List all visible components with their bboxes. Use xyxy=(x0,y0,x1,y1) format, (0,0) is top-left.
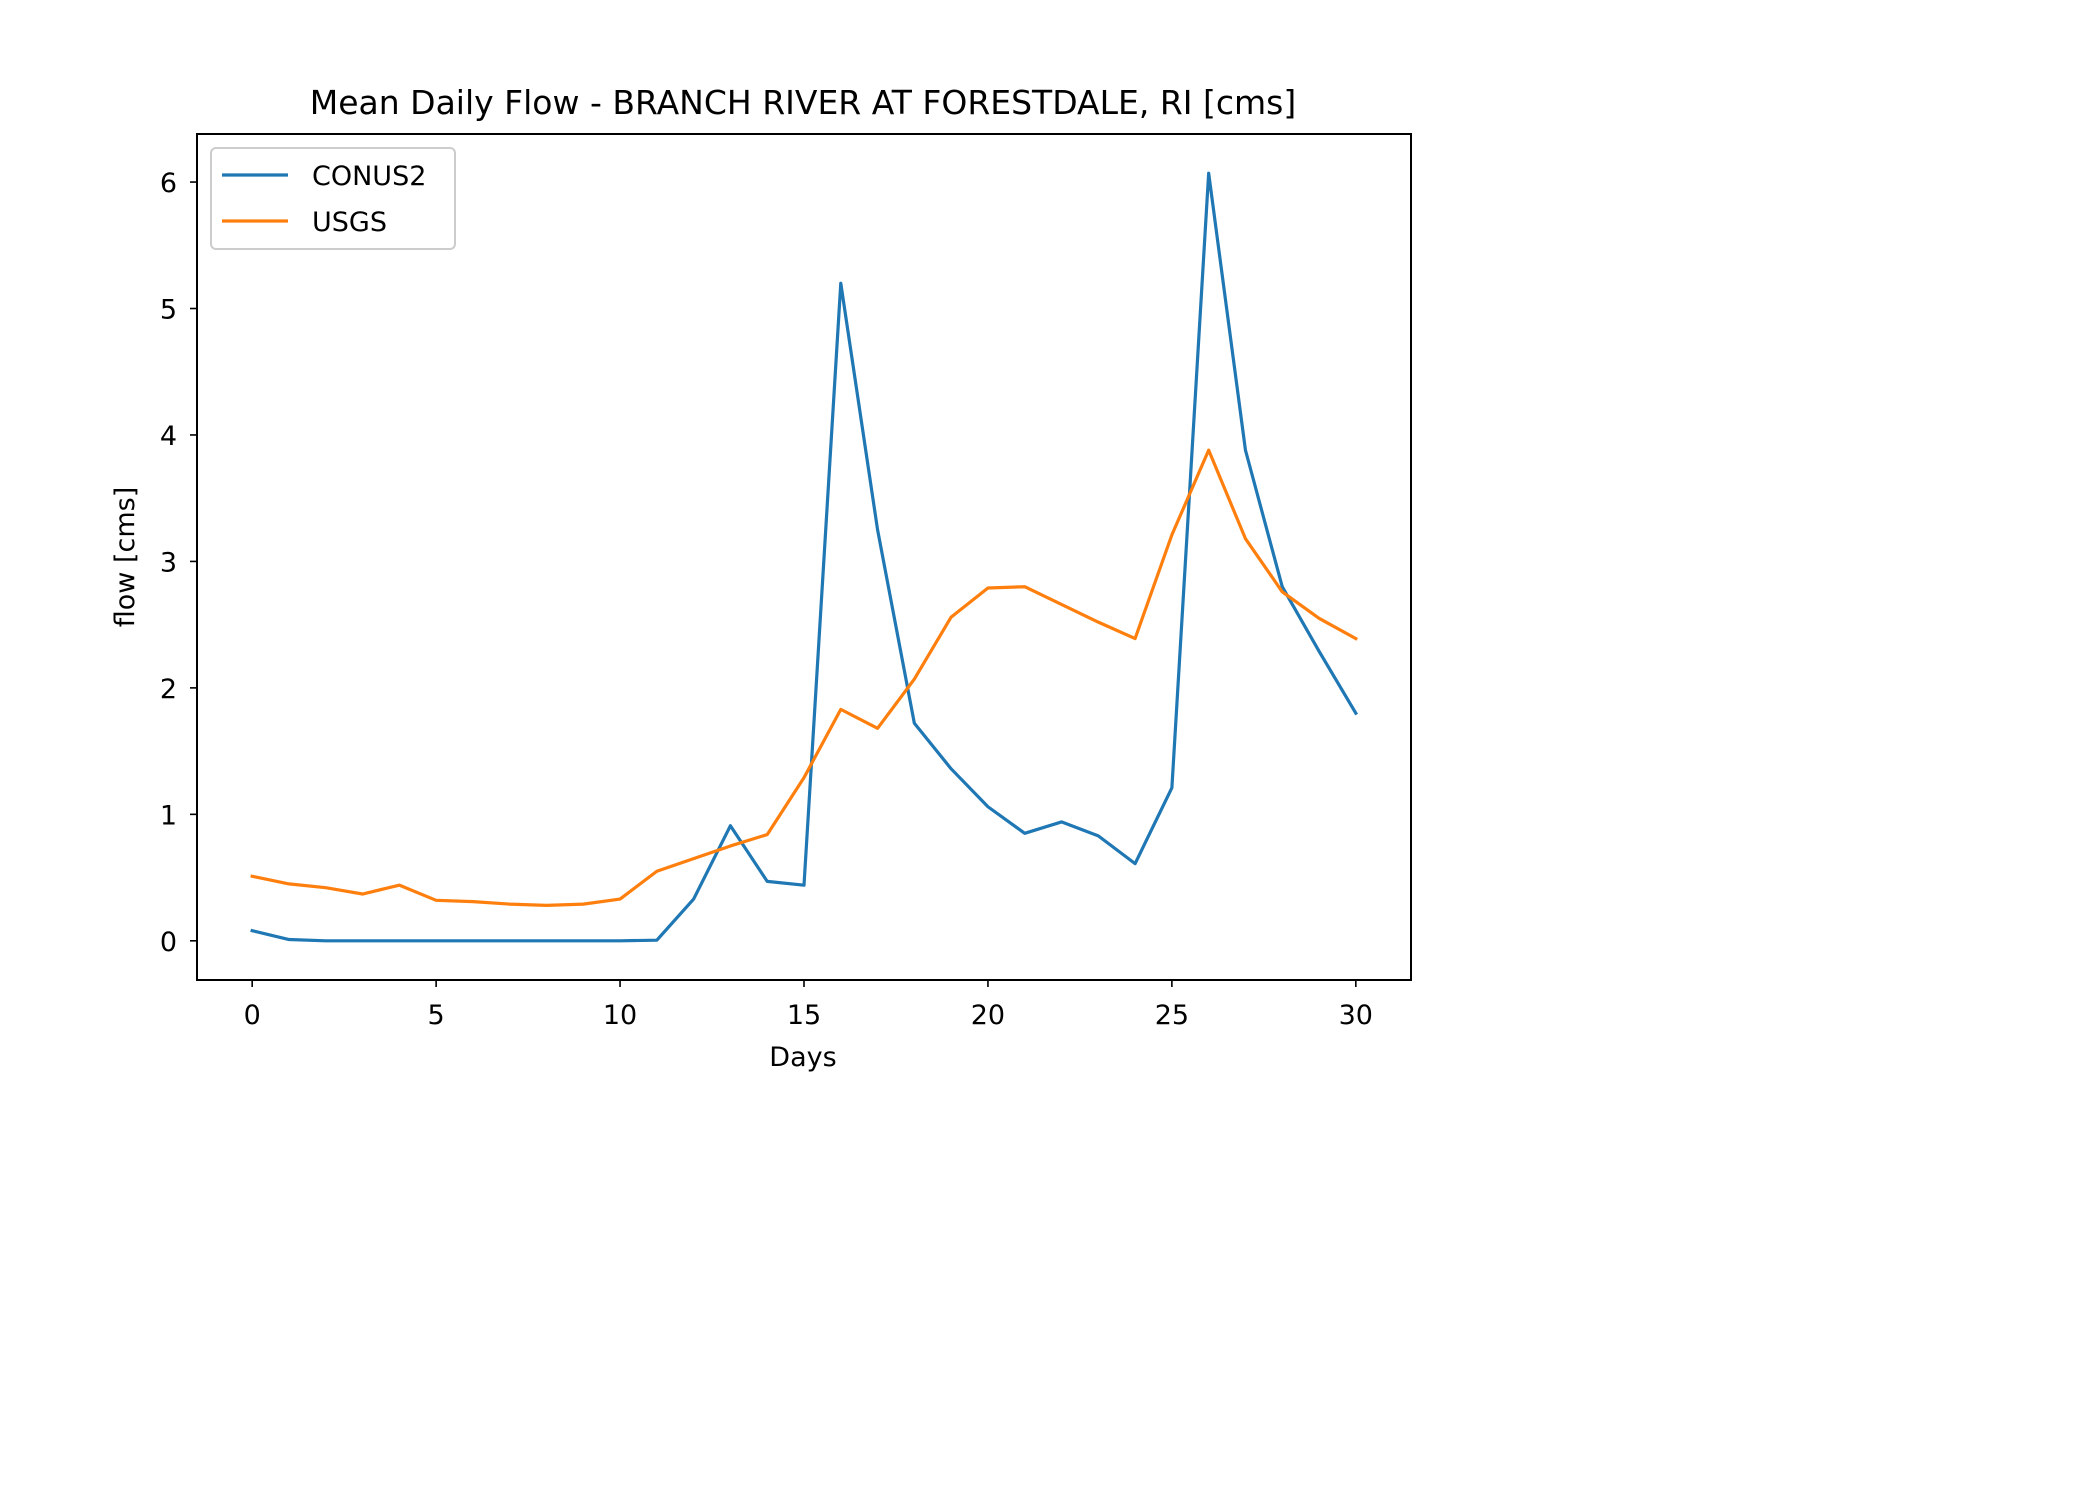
y-axis-label: flow [cms] xyxy=(110,487,141,627)
y-tick-label: 1 xyxy=(160,800,177,831)
legend: CONUS2 USGS xyxy=(210,147,456,250)
y-axis: 0 1 2 3 4 5 6 xyxy=(160,168,197,958)
x-tick-label: 5 xyxy=(428,1000,445,1031)
x-tick-label: 10 xyxy=(603,1000,637,1031)
series-line-conus2 xyxy=(250,171,1359,943)
chart: Mean Daily Flow - BRANCH RIVER AT FOREST… xyxy=(110,83,1412,1073)
series-line-usgs xyxy=(250,448,1358,907)
x-tick-label: 0 xyxy=(244,1000,261,1031)
y-tick-label: 2 xyxy=(160,674,177,705)
x-tick-label: 15 xyxy=(787,1000,821,1031)
legend-label-conus2: CONUS2 xyxy=(312,161,426,192)
x-tick-label: 20 xyxy=(971,1000,1005,1031)
y-tick-label: 6 xyxy=(160,168,177,199)
x-tick-label: 30 xyxy=(1339,1000,1373,1031)
y-tick-label: 5 xyxy=(160,295,177,326)
y-tick-label: 3 xyxy=(160,547,177,578)
legend-box xyxy=(210,147,456,250)
x-axis: 0 5 10 15 20 25 30 xyxy=(244,980,1373,1031)
x-axis-label: Days xyxy=(769,1042,836,1073)
y-tick-label: 4 xyxy=(160,421,177,452)
legend-label-usgs: USGS xyxy=(312,207,387,238)
plot-area xyxy=(250,171,1359,943)
x-tick-label: 25 xyxy=(1155,1000,1189,1031)
y-tick-label: 0 xyxy=(160,927,177,958)
chart-title: Mean Daily Flow - BRANCH RIVER AT FOREST… xyxy=(310,83,1296,122)
